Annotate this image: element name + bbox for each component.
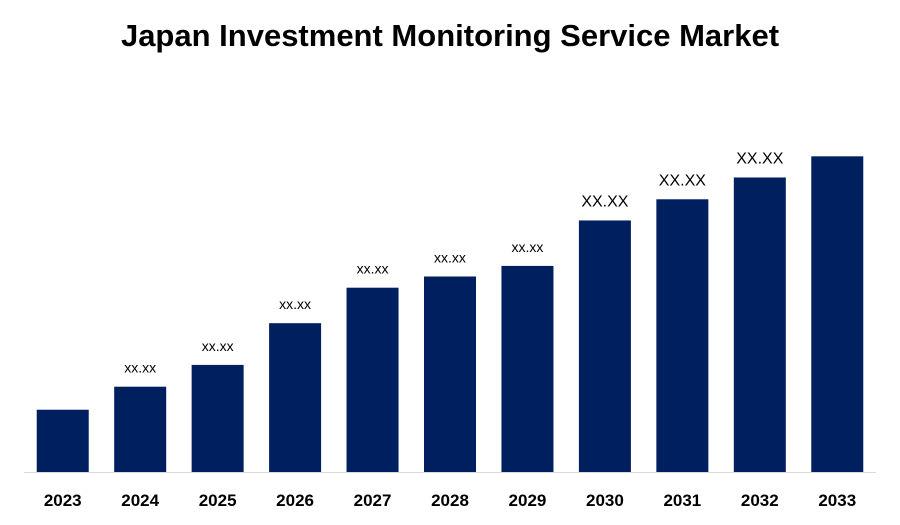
x-tick-label: 2033 [818,491,856,510]
x-tick-label: 2024 [121,491,159,510]
bar-2033 [811,156,864,473]
data-label: XX.XX [659,172,706,189]
data-label: XX.XX [736,150,783,167]
x-tick-label: 2025 [199,491,237,510]
bar-2032 [733,177,786,472]
data-label: XX.XX [581,193,628,210]
bar-2031 [656,199,709,472]
x-tick-label: 2030 [586,491,624,510]
bar-2023 [36,409,89,472]
x-tick-label: 2031 [663,491,701,510]
x-tick-label: 2032 [741,491,779,510]
data-label: xx.xx [434,249,466,265]
data-label: xx.xx [357,261,389,277]
bar-2028 [424,276,476,472]
data-label: xx.xx [202,338,234,354]
x-tick-label: 2027 [354,491,392,510]
data-label: xx.xx [124,360,156,376]
x-tick-label: 2029 [509,491,547,510]
bar-2029 [501,265,554,472]
bar-2030 [578,220,631,472]
bar-2024 [114,386,167,472]
x-tick-label: 2028 [431,491,469,510]
bar-2025 [191,364,244,472]
bar-2027 [346,287,399,472]
x-tick-label: 2023 [44,491,82,510]
chart-title: Japan Investment Monitoring Service Mark… [120,18,780,53]
x-tick-label: 2026 [276,491,314,510]
bar-2026 [269,323,322,472]
data-label: xx.xx [279,296,311,312]
data-label: xx.xx [512,239,544,255]
